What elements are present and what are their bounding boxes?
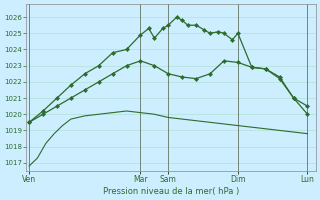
X-axis label: Pression niveau de la mer( hPa ): Pression niveau de la mer( hPa ) bbox=[103, 187, 239, 196]
